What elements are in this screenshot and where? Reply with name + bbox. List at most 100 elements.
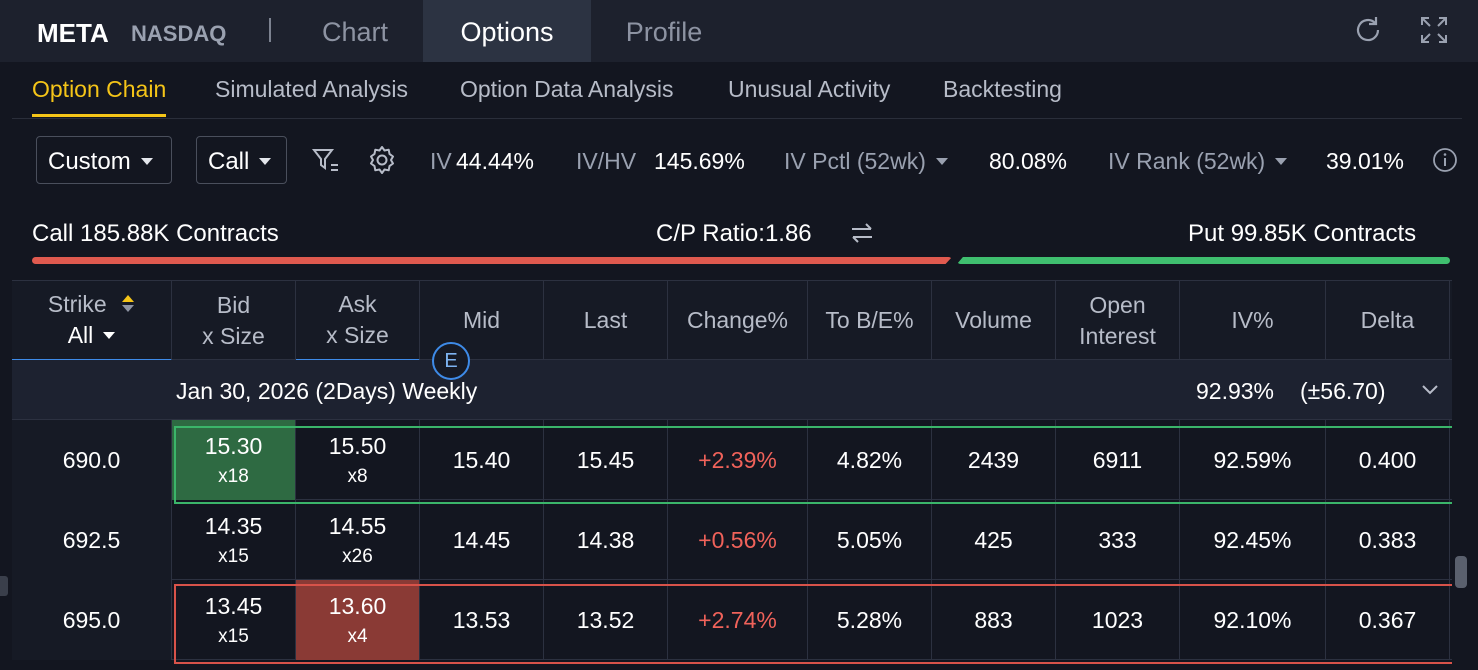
chevron-down-icon: [259, 158, 272, 165]
strike-header[interactable]: Strike All: [12, 281, 172, 361]
subtab-option-chain[interactable]: Option Chain: [32, 76, 167, 117]
swap-icon[interactable]: [849, 221, 875, 245]
expected-move: (±56.70): [1300, 378, 1386, 404]
oi-header-sub: Interest: [1079, 322, 1156, 349]
strike-filter-value[interactable]: All: [67, 322, 94, 348]
chevron-down-icon[interactable]: [1420, 382, 1440, 396]
ask-cell[interactable]: 15.50 x8: [296, 420, 420, 500]
mid-cell: 13.53: [420, 580, 544, 660]
call-contracts: Call 185.88K Contracts: [32, 220, 279, 247]
cp-ratio: C/P Ratio:1.86: [656, 220, 812, 247]
ask-price: 14.55: [328, 512, 387, 539]
change-cell: +2.39%: [668, 420, 808, 500]
custom-select[interactable]: Custom: [36, 136, 172, 184]
iv-cell: 92.10%: [1180, 580, 1326, 660]
open-interest-cell: 1023: [1056, 580, 1180, 660]
ask-size: x4: [347, 625, 368, 647]
iv-pctl-dropdown[interactable]: IV Pctl (52wk): [784, 148, 948, 175]
ask-cell[interactable]: 14.55 x26: [296, 500, 420, 580]
open-interest-header: Open Interest: [1056, 281, 1180, 360]
change-cell: +0.56%: [668, 500, 808, 580]
ask-header: Ask x Size: [296, 281, 420, 361]
refresh-icon[interactable]: [1352, 14, 1384, 46]
filter-icon[interactable]: [311, 145, 341, 175]
custom-select-label: Custom: [48, 148, 131, 175]
table-row[interactable]: 695.0 13.45 x15 13.60 x4 13.53 13.52 +2.74…: [12, 580, 1452, 660]
iv-pctl-value: 80.08%: [989, 148, 1068, 174]
expiry-group-row[interactable]: Jan 30, 2026 (2Days) Weekly 92.93% (±56.…: [12, 360, 1452, 420]
settings-gear-icon[interactable]: [367, 145, 397, 175]
strike-cell: 692.5: [12, 500, 172, 580]
sort-icon[interactable]: [121, 292, 135, 314]
to-be-cell: 5.05%: [808, 500, 932, 580]
ask-cell[interactable]: 13.60 x4: [296, 580, 420, 660]
bid-header-sub: x Size: [202, 322, 265, 349]
ask-size: x8: [347, 465, 368, 487]
subtab-backtesting[interactable]: Backtesting: [943, 76, 1062, 102]
chevron-down-icon: [1275, 158, 1288, 165]
open-interest-cell: 333: [1056, 500, 1180, 580]
sub-tabs: Option Chain Simulated Analysis Option D…: [0, 62, 1478, 120]
subtab-simulated-analysis[interactable]: Simulated Analysis: [215, 76, 409, 102]
call-put-select-label: Call: [208, 148, 250, 175]
subtab-option-data-analysis[interactable]: Option Data Analysis: [460, 76, 674, 102]
delta-header: Delta: [1326, 281, 1450, 360]
last-cell: 15.45: [544, 420, 668, 500]
bid-price: 15.30: [204, 432, 263, 459]
chevron-down-icon: [140, 158, 153, 165]
bid-cell[interactable]: 15.30 x18: [172, 420, 296, 500]
change-header: Change%: [668, 281, 808, 360]
expiry-label: Jan 30, 2026 (2Days) Weekly: [176, 378, 478, 404]
bid-header: Bid x Size: [172, 281, 296, 360]
ask-price: 13.60: [328, 592, 387, 619]
bid-size: x18: [218, 465, 249, 487]
subtab-unusual-activity[interactable]: Unusual Activity: [728, 76, 891, 102]
ivhv-value: 145.69%: [654, 148, 745, 174]
ask-header-sub: x Size: [326, 322, 389, 348]
tab-options[interactable]: Options: [423, 0, 591, 62]
call-volume-bar: [32, 257, 952, 264]
bid-size: x15: [218, 545, 249, 567]
volume-cell: 425: [932, 500, 1056, 580]
tab-chart[interactable]: Chart: [321, 17, 389, 47]
iv-rank-value: 39.01%: [1326, 148, 1405, 174]
top-bar: META NASDAQ Chart Options Profile: [0, 0, 1478, 62]
tab-profile[interactable]: Profile: [625, 17, 703, 47]
ask-header-label: Ask: [338, 291, 377, 317]
ask-price: 15.50: [328, 432, 387, 459]
iv-value: 44.44%: [456, 148, 535, 174]
expiry-iv: 92.93%: [1196, 378, 1275, 404]
iv-cell: 92.59%: [1180, 420, 1326, 500]
bid-cell[interactable]: 14.35 x15: [172, 500, 296, 580]
iv-cell: 92.45%: [1180, 500, 1326, 580]
option-chain-table: Strike All Bid x Size Ask x Size Mid Last …: [12, 280, 1452, 670]
fullscreen-icon[interactable]: [1418, 14, 1450, 46]
bid-cell[interactable]: 13.45 x15: [172, 580, 296, 660]
delta-cell: 0.367: [1326, 580, 1450, 660]
oi-header-label: Open: [1089, 291, 1146, 318]
put-contracts: Put 99.85K Contracts: [1188, 220, 1417, 247]
scroll-left-handle[interactable]: [0, 576, 8, 596]
iv-pctl-label: IV Pctl (52wk): [784, 148, 926, 174]
bid-header-label: Bid: [216, 291, 251, 318]
call-put-select[interactable]: Call: [196, 136, 287, 184]
ivhv-label: IV/HV: [576, 148, 637, 174]
last-cell: 13.52: [544, 580, 668, 660]
divider: [12, 118, 1462, 119]
info-icon[interactable]: [1432, 147, 1458, 173]
table-row[interactable]: 692.5 14.35 x15 14.55 x26 14.45 14.38 +0.5…: [12, 500, 1452, 580]
bid-size: x15: [218, 625, 249, 647]
expiry-marker-badge[interactable]: E: [432, 342, 470, 380]
chevron-down-icon: [103, 332, 116, 339]
scrollbar-thumb[interactable]: [1455, 556, 1467, 588]
change-cell: +2.74%: [668, 580, 808, 660]
mid-cell: 14.45: [420, 500, 544, 580]
ask-size: x26: [342, 545, 373, 567]
iv-label: IV: [430, 148, 452, 174]
volume-cell: 883: [932, 580, 1056, 660]
last-cell: 14.38: [544, 500, 668, 580]
delta-cell: 0.400: [1326, 420, 1450, 500]
iv-rank-dropdown[interactable]: IV Rank (52wk): [1108, 148, 1288, 175]
bid-price: 14.35: [204, 512, 263, 539]
table-row[interactable]: 690.0 15.30 x18 15.50 x8 15.40 15.45 +2.39…: [12, 420, 1452, 500]
